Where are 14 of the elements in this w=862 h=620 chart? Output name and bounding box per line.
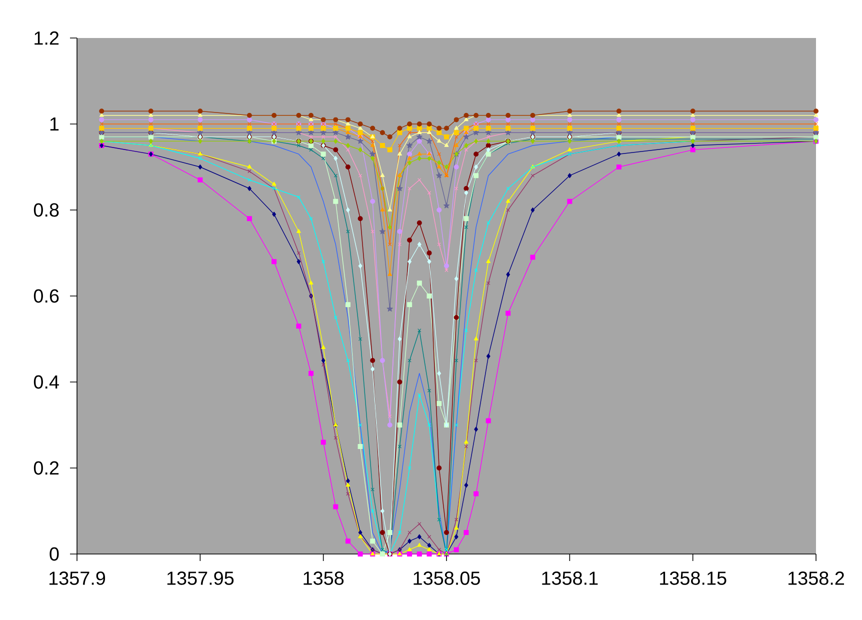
y-tick-label: 0.8 — [34, 203, 59, 217]
x-tick-label: 1358.1 — [542, 572, 598, 585]
x-tick-label: 1358.2 — [788, 572, 844, 585]
x-tick-label: 1357.9 — [49, 572, 106, 585]
x-tick-label: 1358.15 — [660, 572, 726, 585]
y-tick-label: 1 — [50, 117, 59, 131]
x-tick-label: 1357.95 — [167, 572, 234, 585]
x-tick-label: 1358 — [304, 572, 344, 585]
y-tick-label: 0.6 — [34, 289, 59, 303]
x-tick-label: 1358.05 — [414, 572, 480, 585]
y-tick-label: 0.2 — [34, 461, 59, 475]
y-tick-label: 0.4 — [34, 375, 59, 389]
y-tick-label: 1.2 — [34, 31, 59, 45]
y-tick-label: 0 — [50, 547, 59, 561]
